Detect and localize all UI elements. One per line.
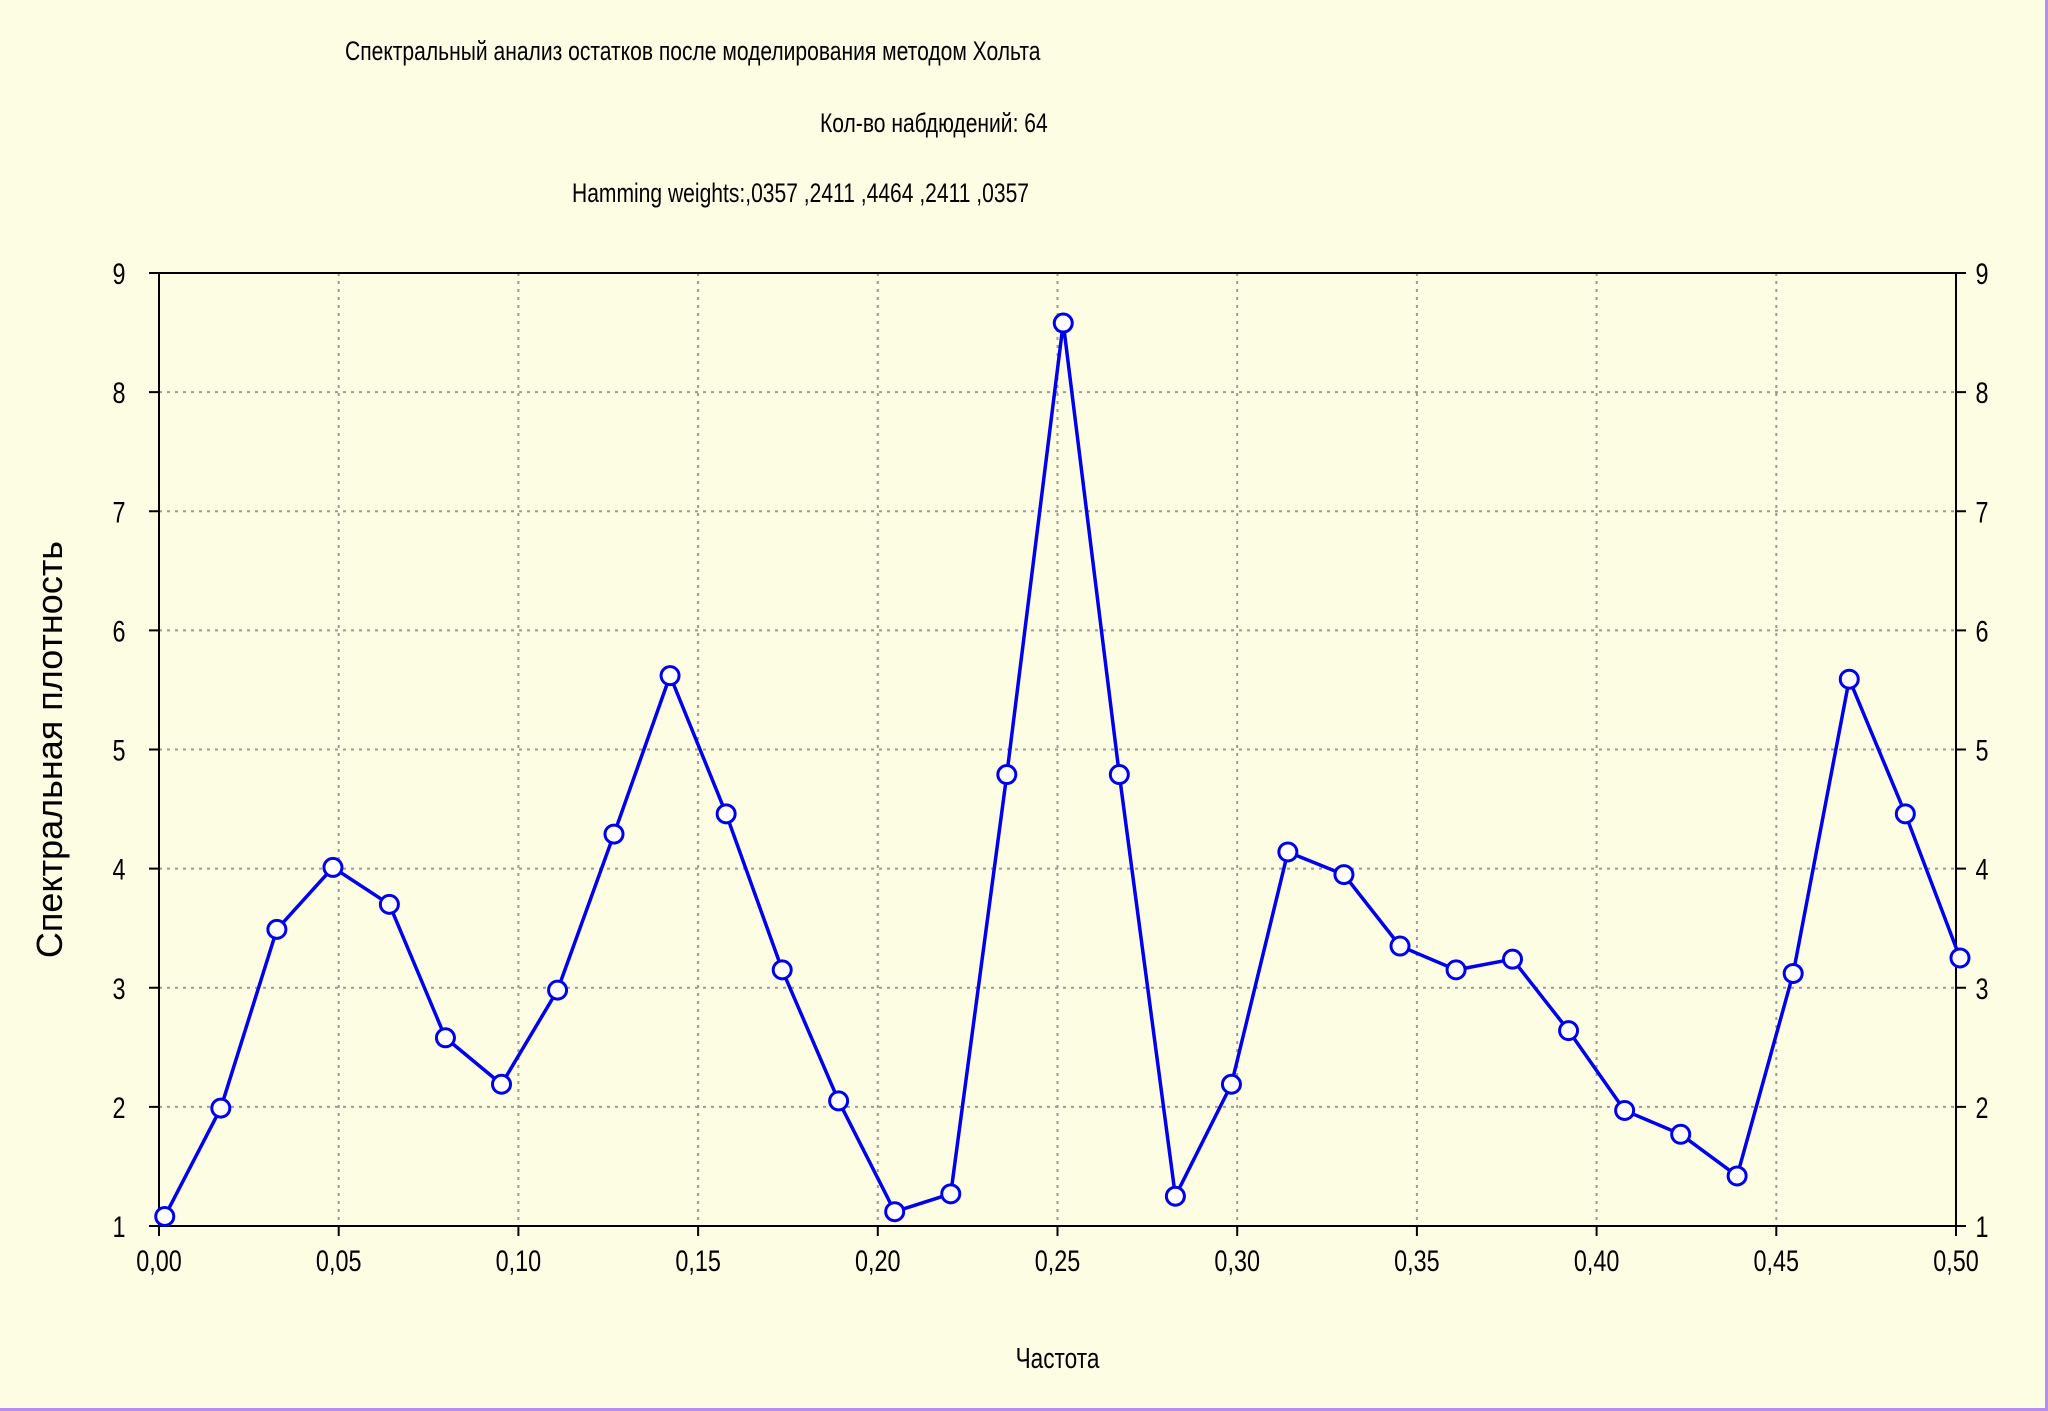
y-axis-tick-labels-left: 1 2 3 4 5 6 7 8 9	[112, 257, 125, 1243]
data-point	[378, 893, 400, 915]
data-point	[603, 823, 625, 845]
data-point	[1164, 1185, 1186, 1207]
chart-subtitle-observations: Кол-во набдюдений: 64	[820, 108, 1048, 138]
data-point	[1277, 841, 1299, 863]
x-tick-label: 0,30	[1214, 1244, 1260, 1277]
data-point	[434, 1027, 456, 1049]
y-tick-label-right: 2	[1975, 1091, 1988, 1124]
data-point	[659, 665, 681, 687]
data-point	[715, 803, 737, 825]
data-point	[210, 1097, 232, 1119]
x-tick-label: 0,15	[675, 1244, 721, 1277]
data-point	[1558, 1020, 1580, 1042]
y-tick-label-right: 8	[1975, 376, 1988, 409]
y-tick-label-left: 2	[112, 1091, 125, 1124]
data-point	[1949, 947, 1971, 969]
data-point	[828, 1090, 850, 1112]
x-tick-label: 0,05	[316, 1244, 362, 1277]
data-point	[1445, 959, 1467, 981]
y-tick-label-left: 9	[112, 257, 125, 290]
data-point	[1333, 864, 1355, 886]
x-tick-label: 0,25	[1035, 1244, 1081, 1277]
data-point	[1838, 668, 1860, 690]
data-point	[996, 764, 1018, 786]
x-tick-label: 0,00	[136, 1244, 182, 1277]
y-tick-label-left: 8	[112, 376, 125, 409]
data-point	[1389, 935, 1411, 957]
y-axis-label: Спектральная плотность	[29, 541, 70, 958]
data-point	[940, 1183, 962, 1205]
y-tick-label-right: 7	[1975, 495, 1988, 528]
series-line	[163, 321, 1962, 1218]
y-tick-label-left: 1	[112, 1210, 125, 1243]
data-point	[154, 1205, 176, 1227]
y-axis-tick-labels-right: 1 2 3 4 5 6 7 8 9	[1975, 257, 1988, 1243]
y-tick-label-right: 6	[1975, 615, 1988, 648]
chart-subtitle-weights: Hamming weights:,0357 ,2411 ,4464 ,2411 …	[572, 178, 1030, 208]
data-point	[1614, 1099, 1636, 1121]
x-tick-label: 0,10	[496, 1244, 542, 1277]
data-point	[1782, 962, 1804, 984]
y-tick-label-left: 7	[112, 495, 125, 528]
data-point	[1220, 1073, 1242, 1095]
data-point	[1052, 312, 1074, 334]
x-tick-label: 0,35	[1394, 1244, 1440, 1277]
data-point	[322, 856, 344, 878]
data-point	[1502, 948, 1524, 970]
y-tick-label-left: 5	[112, 734, 125, 767]
y-tick-label-right: 3	[1975, 972, 1988, 1005]
data-point	[1726, 1165, 1748, 1187]
chart-title: Спектральный анализ остатков после модел…	[345, 36, 1041, 66]
data-point	[1108, 764, 1130, 786]
y-tick-label-left: 3	[112, 972, 125, 1005]
data-point	[1670, 1123, 1692, 1145]
grid-lines	[159, 273, 1956, 1226]
x-axis-label: Частота	[1016, 1341, 1100, 1374]
y-tick-label-left: 4	[112, 853, 125, 886]
data-markers	[154, 312, 1971, 1227]
axis-ticks	[149, 272, 1966, 1236]
data-point	[547, 979, 569, 1001]
x-tick-label: 0,20	[855, 1244, 901, 1277]
data-point	[266, 918, 288, 940]
x-axis-tick-labels: 0,00 0,05 0,10 0,15 0,20 0,25 0,30 0,35 0,40 0,45…	[136, 1244, 1979, 1277]
x-tick-label: 0,50	[1933, 1244, 1979, 1277]
x-tick-label: 0,40	[1574, 1244, 1620, 1277]
data-point	[884, 1201, 906, 1223]
data-point	[771, 959, 793, 981]
y-tick-label-right: 9	[1975, 257, 1988, 290]
data-point	[491, 1073, 513, 1095]
data-point	[1894, 803, 1916, 825]
y-tick-label-right: 1	[1975, 1210, 1988, 1243]
y-tick-label-right: 4	[1975, 853, 1988, 886]
y-tick-label-left: 6	[112, 615, 125, 648]
x-tick-label: 0,45	[1754, 1244, 1800, 1277]
y-tick-label-right: 5	[1975, 734, 1988, 767]
